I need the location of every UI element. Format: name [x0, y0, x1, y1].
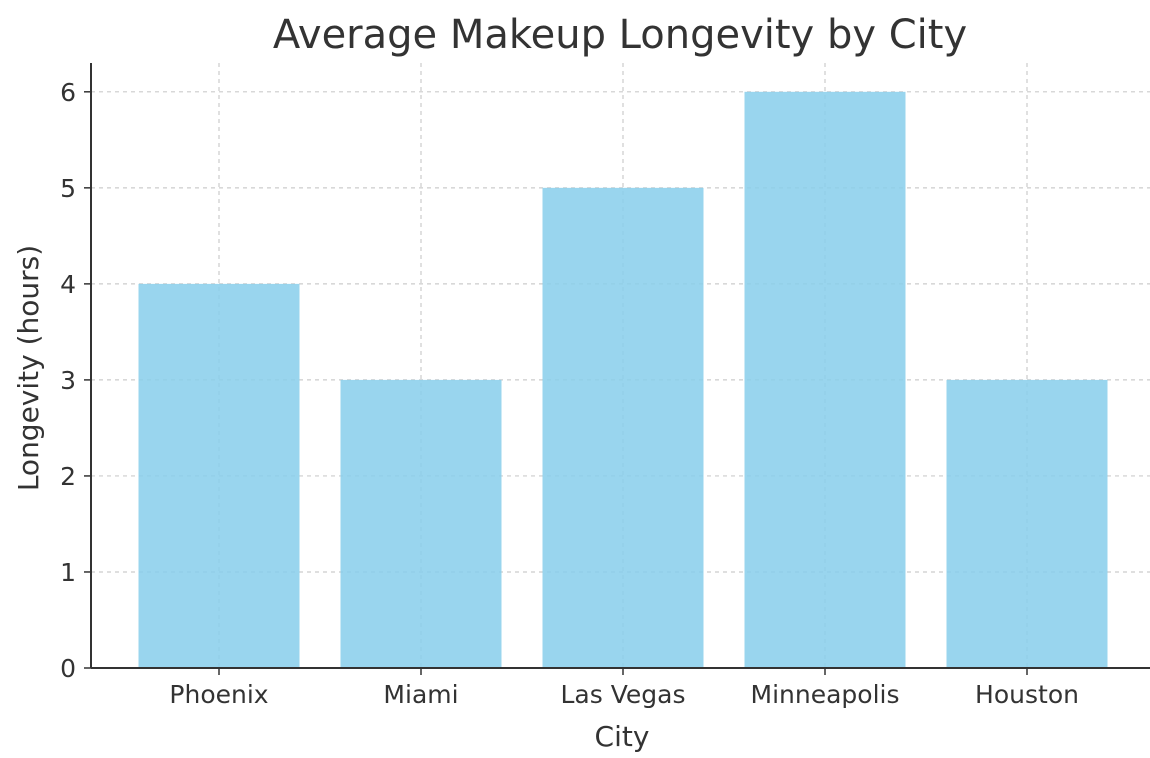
axes	[90, 63, 1150, 669]
y-tick-label: 4	[60, 270, 76, 299]
bar-phoenix	[138, 283, 300, 668]
chart-title: Average Makeup Longevity by City	[273, 12, 967, 58]
y-tick-label: 0	[60, 654, 76, 683]
y-tick-label: 2	[60, 462, 76, 491]
y-tick-label: 5	[60, 174, 76, 203]
y-axis-label: Longevity (hours)	[12, 245, 45, 491]
y-tick-label: 3	[60, 366, 76, 395]
y-ticks: 0 1 2 3 4 5 6	[60, 78, 91, 683]
bar-minneapolis	[744, 91, 906, 669]
x-tick-label: Las Vegas	[561, 680, 686, 709]
x-ticks: Phoenix Miami Las Vegas Minneapolis Houston	[169, 668, 1079, 709]
bars	[138, 91, 1108, 669]
x-tick-label: Houston	[975, 680, 1079, 709]
x-axis-label: City	[595, 720, 650, 753]
x-tick-label: Minneapolis	[751, 680, 900, 709]
x-tick-label: Miami	[383, 680, 458, 709]
bar-las-vegas	[542, 187, 704, 669]
y-tick-label: 1	[60, 558, 76, 587]
bar-miami	[340, 379, 502, 668]
bar-houston	[946, 379, 1108, 668]
y-tick-label: 6	[60, 78, 76, 107]
x-tick-label: Phoenix	[169, 680, 268, 709]
